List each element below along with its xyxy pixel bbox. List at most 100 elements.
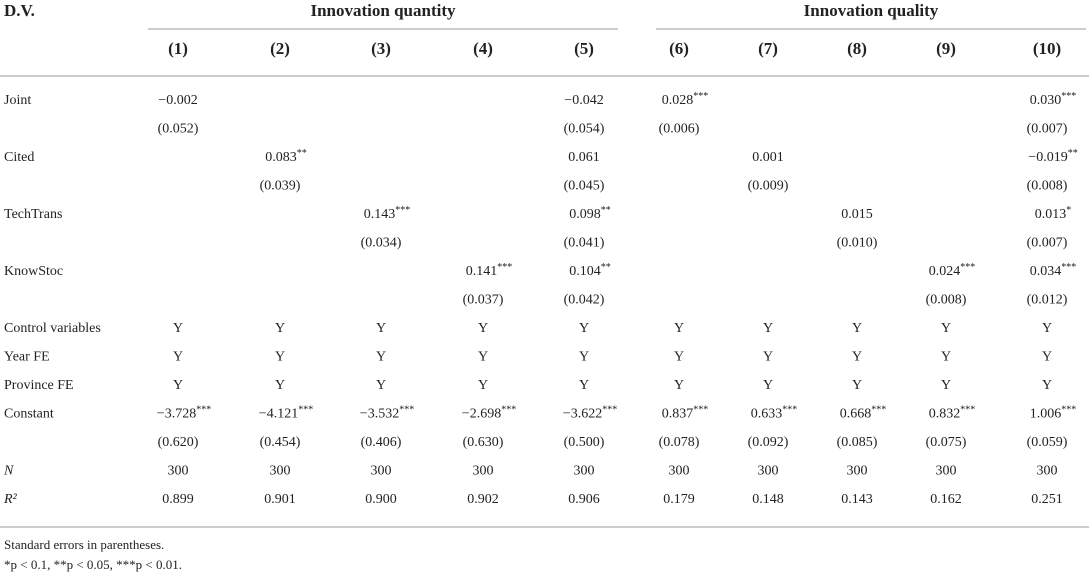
cell: Y [579, 321, 589, 336]
row-label: R² [3, 492, 18, 507]
cell: Y [376, 321, 386, 336]
cell-value: 0.034 [1030, 264, 1062, 279]
cell-value: 0.013 [1035, 207, 1067, 222]
cell: (0.009) [748, 179, 789, 194]
cell: −4.121*** [259, 405, 313, 422]
cell: Y [852, 378, 862, 393]
cell: (0.075) [926, 435, 967, 450]
row-label: KnowStoc [4, 264, 63, 279]
cell: 0.015 [841, 207, 873, 222]
cell: (0.007) [1027, 122, 1068, 137]
cell: Y [579, 350, 589, 365]
cell: 0.902 [467, 492, 499, 507]
cell: 1.006*** [1030, 405, 1077, 422]
row-label: Province FE [4, 378, 74, 393]
cell: (0.454) [260, 435, 301, 450]
cell: Y [173, 378, 183, 393]
cell-stars: *** [960, 405, 975, 416]
cell: (0.092) [748, 435, 789, 450]
column-header: (4) [473, 39, 493, 58]
cell: 0.832*** [929, 405, 976, 422]
cell-value: 0.098 [569, 207, 601, 222]
cell: 0.013* [1035, 205, 1072, 222]
cell: Y [173, 321, 183, 336]
cell: (0.037) [463, 293, 504, 308]
cell-value: 0.104 [569, 264, 601, 279]
cell: −3.622*** [563, 405, 617, 422]
cell: (0.500) [564, 435, 605, 450]
row-label: Control variables [4, 321, 101, 336]
cell: 0.001 [752, 150, 784, 165]
cell: 0.906 [568, 492, 600, 507]
cell: 300 [847, 464, 868, 479]
cell-stars: *** [399, 405, 414, 416]
cell: (0.042) [564, 293, 605, 308]
column-header: (5) [574, 39, 594, 58]
cell-value: −3.532 [360, 407, 399, 422]
column-header: (1) [168, 39, 188, 58]
cell: Y [674, 378, 684, 393]
cell-stars: *** [1061, 405, 1076, 416]
cell-value: −3.728 [157, 407, 196, 422]
cell-value: 0.668 [840, 407, 872, 422]
cell: Y [941, 350, 951, 365]
cell-value: 0.028 [662, 93, 694, 108]
row-label: Constant [4, 407, 54, 422]
cell: Y [376, 350, 386, 365]
group-header: Innovation quantity [310, 1, 456, 20]
cell-stars: *** [602, 405, 617, 416]
cell: −2.698*** [462, 405, 516, 422]
cell: Y [275, 378, 285, 393]
cell: (0.008) [1027, 179, 1068, 194]
cell: (0.078) [659, 435, 700, 450]
cell: Y [941, 378, 951, 393]
cell-stars: *** [497, 262, 512, 273]
cell-stars: *** [693, 91, 708, 102]
cell-stars: ** [601, 205, 611, 216]
cell: Y [579, 378, 589, 393]
cell-value: 0.083 [265, 150, 297, 165]
column-header: (8) [847, 39, 867, 58]
cell: Y [1042, 378, 1052, 393]
cell: (0.052) [158, 122, 199, 137]
cell: −3.532*** [360, 405, 414, 422]
cell-value: 0.143 [364, 207, 396, 222]
cell: 0.143 [841, 492, 873, 507]
cell: 0.899 [162, 492, 194, 507]
cell: Y [275, 350, 285, 365]
cell: −3.728*** [157, 405, 211, 422]
row-label: TechTrans [4, 207, 62, 222]
cell: 0.251 [1031, 492, 1063, 507]
cell-stars: *** [782, 405, 797, 416]
cell: (0.041) [564, 236, 605, 251]
cell: Y [275, 321, 285, 336]
cell: 0.668*** [840, 405, 887, 422]
cell-stars: ** [601, 262, 611, 273]
row-label: Cited [4, 150, 34, 165]
cell: −0.019** [1028, 148, 1077, 165]
cell: 300 [473, 464, 494, 479]
row-label: N [3, 464, 14, 479]
cell: 0.030*** [1030, 91, 1077, 108]
cell: 300 [669, 464, 690, 479]
cell-stars: *** [395, 205, 410, 216]
column-header: (3) [371, 39, 391, 58]
column-header: (7) [758, 39, 778, 58]
cell: 0.148 [752, 492, 784, 507]
cell: Y [852, 350, 862, 365]
cell: 300 [168, 464, 189, 479]
cell: 0.179 [663, 492, 695, 507]
cell: (0.008) [926, 293, 967, 308]
cell-value: −4.121 [259, 407, 298, 422]
cell-stars: *** [871, 405, 886, 416]
cell: Y [478, 378, 488, 393]
cell-value: −3.622 [563, 407, 602, 422]
cell-stars: *** [960, 262, 975, 273]
cell: (0.054) [564, 122, 605, 137]
cell: Y [376, 378, 386, 393]
cell-value: 0.837 [662, 407, 694, 422]
footnote: *p < 0.1, **p < 0.05, ***p < 0.01. [4, 557, 182, 572]
cell: (0.620) [158, 435, 199, 450]
cell: 0.143*** [364, 205, 411, 222]
